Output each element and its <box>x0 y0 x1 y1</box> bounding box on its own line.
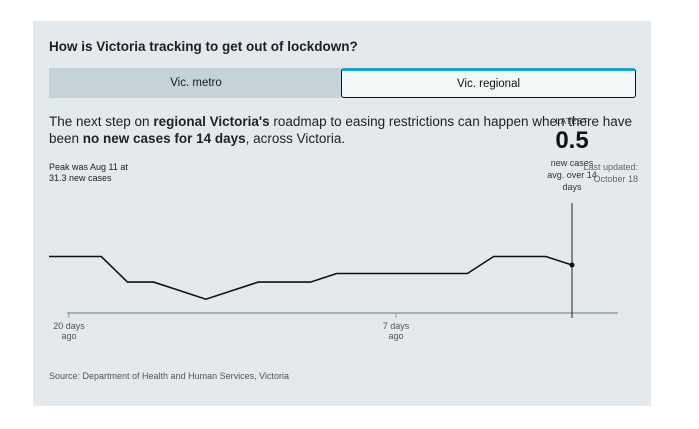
x-tick-label: ago <box>388 331 403 341</box>
latest-description: new cases avg. over 14 days <box>547 158 597 192</box>
chart-title: How is Victoria tracking to get out of l… <box>49 39 358 54</box>
tab-vic-metro[interactable]: Vic. metro <box>49 68 343 98</box>
latest-value: 0.5 <box>555 127 589 154</box>
latest-point <box>569 262 575 268</box>
x-tick-label: 7 days <box>383 321 410 331</box>
x-tick-label: ago <box>61 331 76 341</box>
series-line <box>49 255 573 301</box>
tab-vic-regional[interactable]: Vic. regional <box>341 68 636 98</box>
description-text: The next step on regional Victoria's roa… <box>49 114 633 146</box>
latest-label: LATEST <box>555 117 589 126</box>
chart-card: How is Victoria tracking to get out of l… <box>33 21 651 406</box>
peak-note: Peak was Aug 11 at 31.3 new cases <box>49 162 128 183</box>
source-note: Source: Department of Health and Human S… <box>49 371 289 381</box>
x-tick-label: 20 days <box>53 321 85 331</box>
last-updated: Last updated: October 18 <box>583 162 638 184</box>
